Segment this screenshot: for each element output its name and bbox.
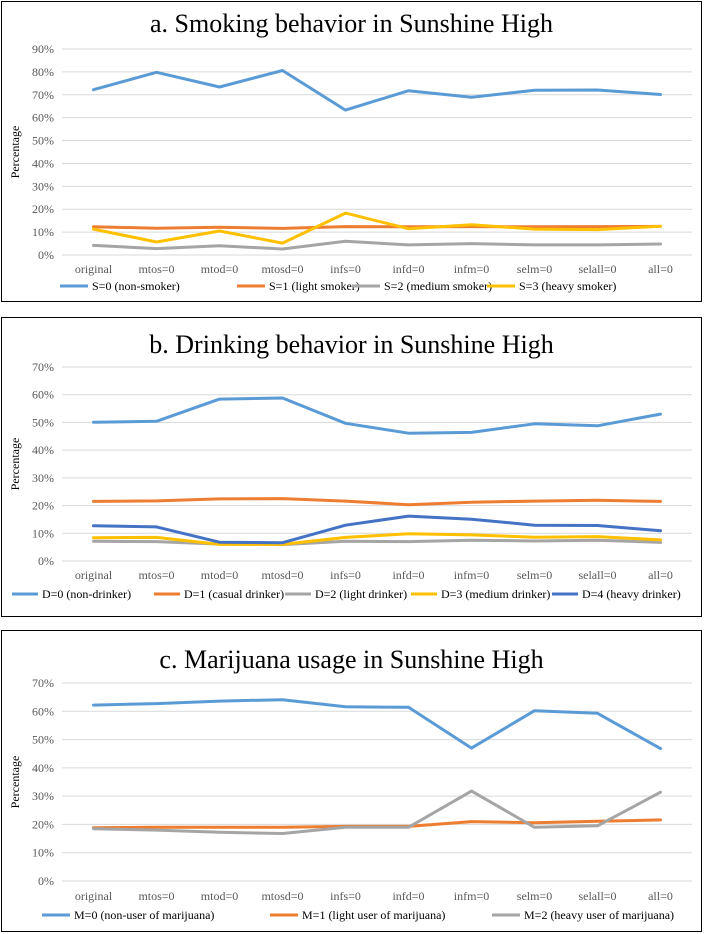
legend-entry: S=2 (medium smoker): [384, 279, 492, 293]
y-tick-label: 20%: [32, 817, 54, 831]
x-tick-label: all=0: [648, 568, 673, 582]
x-tick-label: mtosd=0: [261, 262, 303, 276]
x-tick-label: mtos=0: [138, 568, 174, 582]
chart-title: c. Marijuana usage in Sunshine High: [159, 645, 543, 674]
x-tick-label: original: [75, 889, 113, 903]
legend-entry: S=1 (light smoker): [269, 279, 360, 293]
legend-entry: D=4 (heavy drinker): [582, 587, 681, 601]
series-line-0: [92, 69, 662, 112]
series-line-2: [92, 239, 662, 251]
y-tick-label: 50%: [32, 733, 54, 747]
y-tick-label: 0%: [38, 874, 54, 888]
marijuana-chart: c. Marijuana usage in Sunshine High Perc…: [8, 645, 692, 922]
y-tick-label: 60%: [32, 704, 54, 718]
legend-entry: S=3 (heavy smoker): [519, 279, 616, 293]
y-tick-label: 70%: [32, 676, 54, 690]
series-line-4: [92, 514, 662, 545]
x-tick-label: infd=0: [392, 889, 424, 903]
x-tick-label: selm=0: [517, 262, 552, 276]
series-line-3: [92, 211, 662, 245]
legend-entry: S=0 (non-smoker): [92, 279, 180, 293]
chart-panel-drinking: b. Drinking behavior in Sunshine High Pe…: [1, 317, 702, 617]
y-tick-label: 10%: [32, 526, 54, 540]
x-tick-label: infd=0: [392, 262, 424, 276]
y-tick-label: 20%: [32, 202, 54, 216]
drinking-chart: b. Drinking behavior in Sunshine High Pe…: [8, 330, 692, 601]
series-line-1: [92, 497, 662, 507]
chart-panel-smoking: a. Smoking behavior in Sunshine High Per…: [1, 1, 702, 302]
x-tick-label: selall=0: [578, 889, 616, 903]
legend-entry: M=1 (light user of marijuana): [302, 908, 445, 922]
x-tick-label: mtos=0: [138, 262, 174, 276]
y-tick-label: 60%: [32, 111, 54, 125]
series-line-2: [92, 789, 662, 835]
x-tick-label: infs=0: [330, 568, 361, 582]
legend-entry: D=0 (non-drinker): [42, 587, 131, 601]
legend-entry: D=2 (light drinker): [315, 587, 407, 601]
y-tick-label: 50%: [32, 134, 54, 148]
series-line-1: [92, 224, 662, 230]
y-tick-label: 90%: [32, 42, 54, 56]
series-line-2: [92, 538, 662, 547]
series-line-3: [92, 532, 662, 546]
series-line-0: [92, 396, 662, 435]
x-tick-label: infs=0: [330, 262, 361, 276]
legend-entry: D=1 (casual drinker): [184, 587, 284, 601]
x-tick-label: infm=0: [454, 889, 489, 903]
y-tick-label: 40%: [32, 761, 54, 775]
chart-title: b. Drinking behavior in Sunshine High: [149, 330, 553, 359]
chart-panel-marijuana: c. Marijuana usage in Sunshine High Perc…: [1, 630, 702, 932]
x-tick-label: mtod=0: [201, 568, 238, 582]
y-axis-label: Percentage: [8, 438, 22, 491]
y-axis-label: Percentage: [8, 126, 22, 179]
x-tick-label: infd=0: [392, 568, 424, 582]
y-tick-label: 80%: [32, 65, 54, 79]
x-tick-label: selm=0: [517, 889, 552, 903]
x-tick-label: mtod=0: [201, 889, 238, 903]
y-axis-label: Percentage: [8, 756, 22, 809]
x-tick-label: infs=0: [330, 889, 361, 903]
x-tick-label: infm=0: [454, 262, 489, 276]
y-tick-label: 20%: [32, 499, 54, 513]
legend-entry: M=2 (heavy user of marijuana): [524, 908, 674, 922]
y-tick-label: 40%: [32, 156, 54, 170]
y-tick-label: 10%: [32, 225, 54, 239]
x-tick-label: infm=0: [454, 568, 489, 582]
x-tick-label: original: [75, 568, 113, 582]
y-tick-label: 0%: [38, 248, 54, 262]
smoking-chart: a. Smoking behavior in Sunshine High Per…: [8, 9, 692, 293]
x-tick-label: original: [75, 262, 113, 276]
legend-entry: M=0 (non-user of marijuana): [74, 908, 214, 922]
y-tick-label: 0%: [38, 554, 54, 568]
y-tick-label: 70%: [32, 360, 54, 374]
y-tick-label: 60%: [32, 388, 54, 402]
y-tick-label: 40%: [32, 443, 54, 457]
series-line-0: [92, 698, 662, 751]
x-tick-label: selm=0: [517, 568, 552, 582]
x-tick-label: all=0: [648, 889, 673, 903]
x-tick-label: mtod=0: [201, 262, 238, 276]
x-tick-label: all=0: [648, 262, 673, 276]
y-tick-label: 30%: [32, 179, 54, 193]
y-tick-label: 70%: [32, 88, 54, 102]
y-tick-label: 50%: [32, 415, 54, 429]
legend-entry: D=3 (medium drinker): [441, 587, 550, 601]
x-tick-label: selall=0: [578, 262, 616, 276]
y-tick-label: 10%: [32, 846, 54, 860]
x-tick-label: mtos=0: [138, 889, 174, 903]
chart-title: a. Smoking behavior in Sunshine High: [150, 9, 553, 38]
y-tick-label: 30%: [32, 471, 54, 485]
y-tick-label: 30%: [32, 789, 54, 803]
x-tick-label: mtosd=0: [261, 568, 303, 582]
x-tick-label: selall=0: [578, 568, 616, 582]
x-tick-label: mtosd=0: [261, 889, 303, 903]
